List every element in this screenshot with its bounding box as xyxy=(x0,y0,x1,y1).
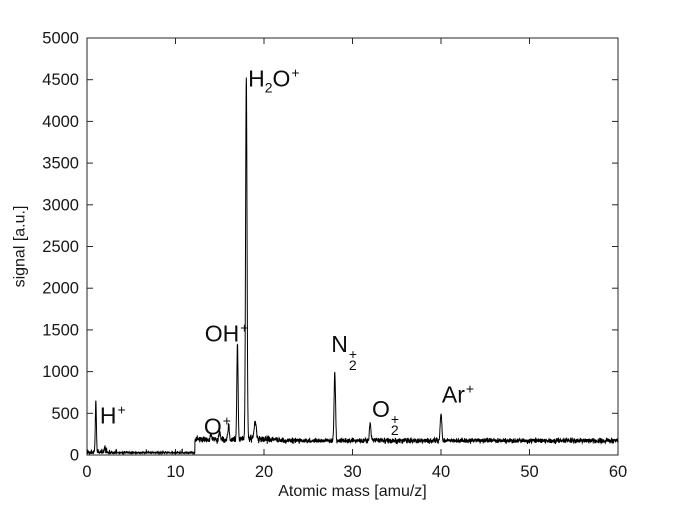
peak-label-ar-plus: Ar+ xyxy=(441,380,475,408)
peak-label-oh-plus: OH+ xyxy=(204,319,249,347)
y-tick-label: 500 xyxy=(51,405,79,423)
axes-box xyxy=(86,37,619,456)
y-tick-label: 2000 xyxy=(42,280,79,298)
x-tick-label: 50 xyxy=(520,463,538,481)
y-tick-label: 5000 xyxy=(42,30,79,48)
peak-label-o2-plus: O +2 xyxy=(371,396,400,439)
y-tick-label: 2500 xyxy=(42,238,79,256)
x-tick-label: 10 xyxy=(166,463,184,481)
y-axis-ticks: 0 500 1000 1500 2000 2500 3000 3500 4000 4500 5000 xyxy=(42,30,618,465)
peak-label-h2o-plus: H2O+ xyxy=(248,64,300,96)
y-axis-label: signal [a.u.] xyxy=(11,205,29,288)
y-tick-label: 3500 xyxy=(42,155,79,173)
x-tick-label: 60 xyxy=(609,463,627,481)
peak-label-n2-plus: N +2 xyxy=(331,331,358,374)
y-tick-label: 4000 xyxy=(42,113,79,131)
x-tick-label: 40 xyxy=(432,463,450,481)
x-tick-label: 30 xyxy=(343,463,361,481)
spectrum-trace xyxy=(86,77,619,456)
y-tick-label: 3000 xyxy=(42,196,79,214)
y-tick-label: 4500 xyxy=(42,71,79,89)
peak-label-o-plus: O+ xyxy=(203,412,231,440)
x-tick-label: 0 xyxy=(82,463,91,481)
y-tick-label: 1500 xyxy=(42,321,79,339)
peak-label-h-plus: H+ xyxy=(99,401,126,429)
x-axis-ticks: 0 10 20 30 40 50 60 xyxy=(82,38,627,481)
y-tick-label: 1000 xyxy=(42,363,79,381)
x-tick-label: 20 xyxy=(255,463,273,481)
y-tick-label: 0 xyxy=(70,447,79,465)
x-axis-label: Atomic mass [amu/z] xyxy=(278,483,427,500)
